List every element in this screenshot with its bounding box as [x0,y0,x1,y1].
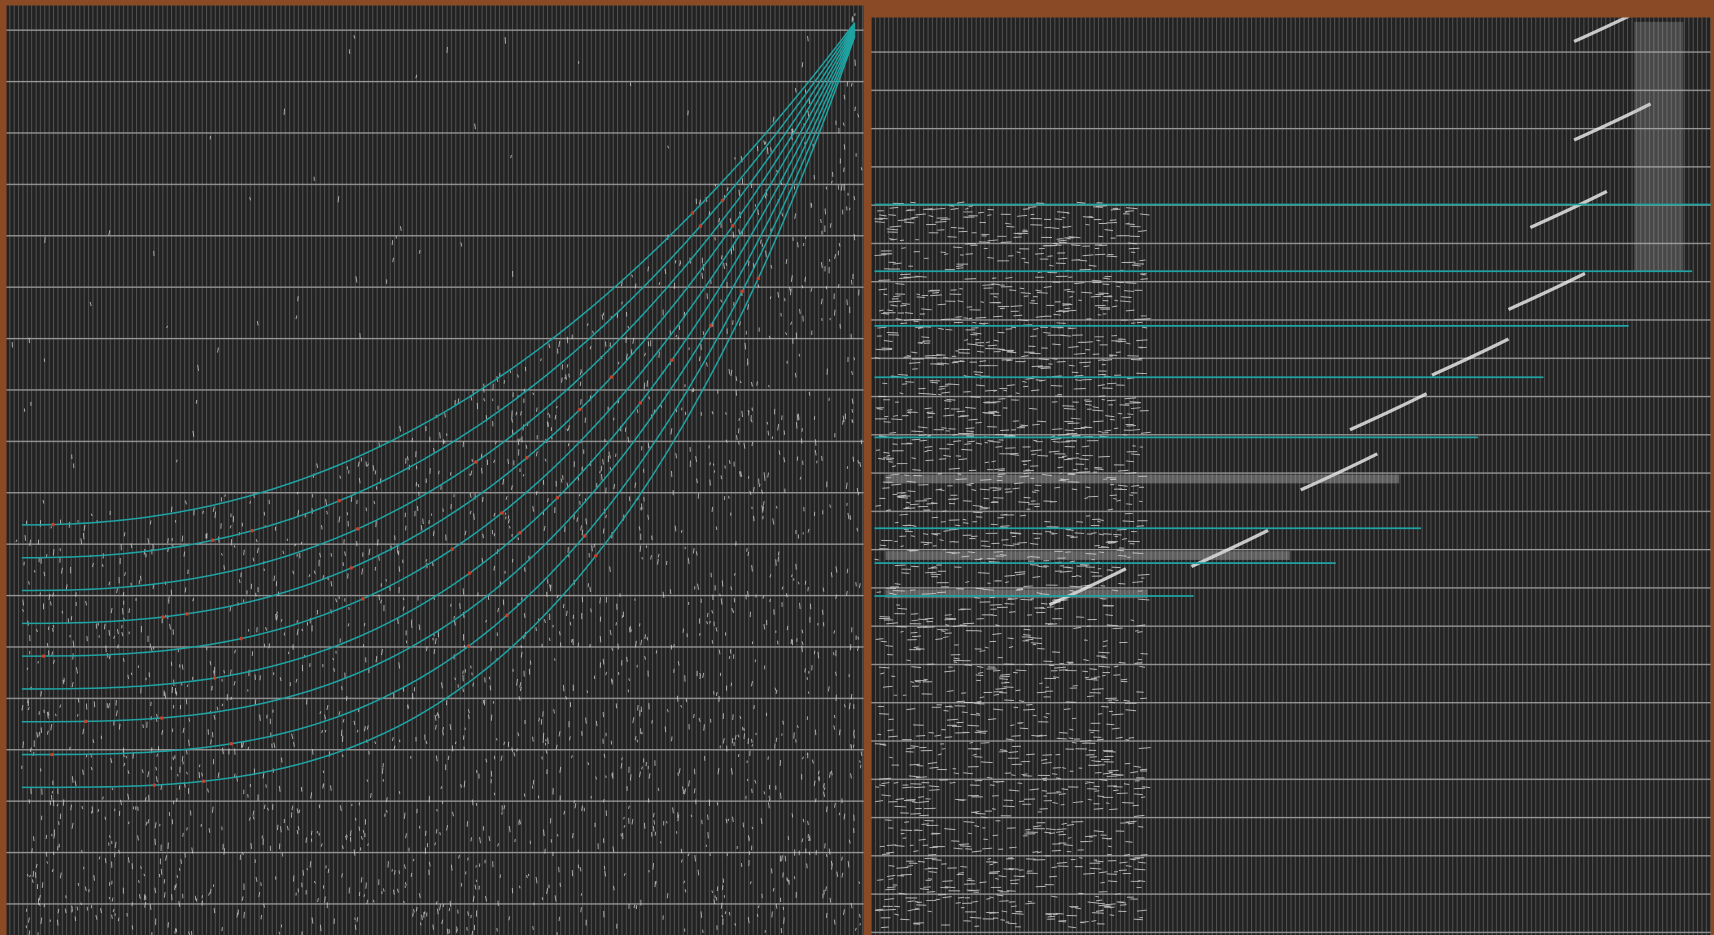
pick-point [210,538,215,542]
pick-point [361,597,365,601]
timing-lines [6,5,864,935]
pick-point [690,211,695,215]
pick-point [609,375,614,379]
pick-point [337,499,342,503]
right-gather-panel [871,17,1711,935]
pick-curve [21,23,856,559]
pick-point [229,741,233,746]
pick-point [466,644,471,649]
pick-point [594,554,598,558]
event-band [885,551,1290,560]
pick-curve [21,26,856,625]
event-streak [1300,452,1379,492]
event-streak [1349,392,1428,432]
pick-curve [21,33,856,756]
pick-point [505,613,509,618]
pick-point [582,534,587,538]
pick-point [356,527,360,531]
pick-point [756,276,760,281]
pick-point [500,511,504,515]
pick-curve [21,25,856,592]
event-streak [1507,271,1586,311]
pick-point [467,571,472,575]
pick-point [474,460,478,464]
pick-point [349,566,354,570]
pick-point [152,783,157,787]
pick-curve [21,35,856,789]
pick-point [202,779,206,783]
pick-point [212,676,217,680]
pick-point [578,407,582,412]
pick-point [740,289,744,294]
pick-point [239,636,243,641]
pick-point [84,719,88,724]
pick-point [250,528,255,533]
pick-point [638,401,643,405]
event-streak [1048,567,1127,607]
pick-point [450,547,454,552]
pick-point [670,358,674,362]
pick-point [525,455,529,460]
pick-point [709,323,713,328]
pick-point [161,615,165,619]
timing-lines [871,17,1711,935]
left-gather-panel [6,5,864,935]
pick-point [185,612,189,616]
event-band [885,474,1400,484]
pick-point [50,752,54,757]
pick-point [720,198,725,203]
noise-speckle [11,13,863,935]
pick-point [51,522,55,527]
pick-curve [21,22,856,526]
pick-point [555,496,560,500]
event-band [885,589,1148,599]
pick-curve [21,30,856,690]
pick-point [518,531,522,535]
pick-curve [21,28,856,657]
noise-speckle [874,201,1151,929]
pick-point [160,716,164,720]
pick-point [731,224,735,228]
event-column [1634,21,1684,272]
event-streak [1573,17,1630,44]
event-streak [1431,337,1510,377]
pick-point [41,654,46,658]
event-streak [1573,102,1652,142]
event-streak [1529,189,1608,229]
pick-point [698,224,703,228]
